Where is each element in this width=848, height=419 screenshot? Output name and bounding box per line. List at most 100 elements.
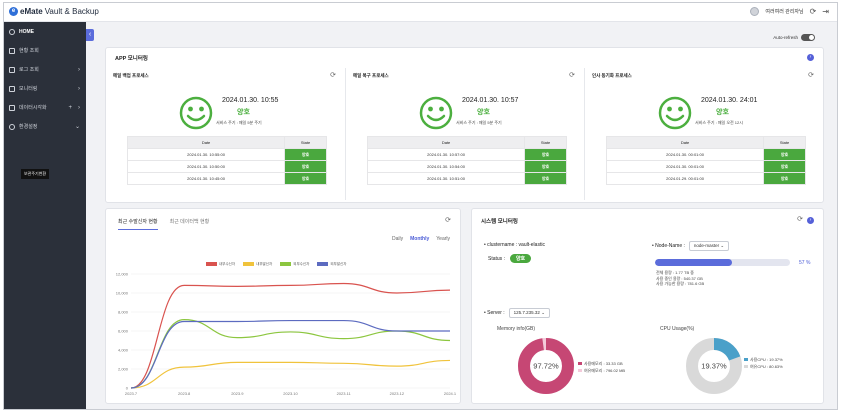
sidebar-item-settings[interactable]: 환경설정 ⌄ <box>4 117 86 136</box>
tab-recent-senders[interactable]: 최근 수발신자 현황 <box>118 218 158 230</box>
sidebar-item-label: 모니터링 <box>19 86 38 92</box>
line-chart: 0 2,000 4,000 6,000 8,000 10,000 12,000 2023.7 2… <box>116 272 457 397</box>
memory-center-label: 97.72% <box>533 362 559 371</box>
date-cell: 2024.01.30. 00:01:00 <box>605 148 765 161</box>
refresh-icon[interactable]: ⟳ <box>569 72 575 79</box>
app-monitor-title: APP 모니터링 <box>115 56 148 62</box>
sidebar-item-label: 로그 조회 <box>19 67 39 73</box>
auto-refresh-toggle[interactable] <box>801 34 815 41</box>
sidebar-tooltip: 보관주기변환 <box>21 169 50 179</box>
legend-item[interactable]: 외부수신자 <box>280 262 309 267</box>
smiley-icon <box>179 96 213 130</box>
app-logo[interactable]: e eMate Vault & Backup <box>9 7 99 16</box>
legend-swatch <box>317 262 329 267</box>
sidebar-item-monitoring[interactable]: 모니터링 › <box>4 79 86 98</box>
date-cell: 2024.01.30. 10:54:00 <box>366 160 526 173</box>
state-cell: 양호 <box>284 148 327 161</box>
user-name[interactable]: 여러여러 관리자님 <box>765 9 804 15</box>
process-status: 양호 <box>477 109 490 116</box>
x-tick-label: 2023.10 <box>283 391 298 396</box>
sidebar-item-visualization[interactable]: 데이터시각화 + › <box>4 98 86 117</box>
sidebar-item-status[interactable]: 현황 조회 <box>4 41 86 60</box>
y-tick-label: 4,000 <box>118 348 129 353</box>
sidebar-item-home[interactable]: HOME <box>4 22 86 41</box>
smiley-icon <box>658 96 692 130</box>
process-panel: 인사 동기화 프로세스 ⟳ 2024.01.30. 24:01 양호 서비스 주… <box>584 68 823 200</box>
memory-legend-free: 여유메모리 : 796.02 MB <box>578 367 625 374</box>
series-line <box>130 359 451 389</box>
memory-legend-used: 사용메모리 : 33.33 GB <box>578 360 625 367</box>
chevron-down-icon: ⌄ <box>74 124 80 130</box>
process-title: 메일 복구 프로세스 <box>353 73 389 78</box>
smiley-icon <box>419 96 453 130</box>
process-datetime: 2024.01.30. 24:01 <box>701 97 758 104</box>
y-tick-label: 8,000 <box>118 310 129 315</box>
process-cycle: 서비스 주기 : 매일 오전 12시 <box>695 120 743 125</box>
refresh-icon[interactable]: ⟳ <box>445 217 451 224</box>
system-monitor-title: 시스템 모니터링 <box>481 219 518 225</box>
y-tick-label: 12,000 <box>116 272 129 277</box>
server-label-text: Server : <box>487 310 505 316</box>
y-tick-label: 6,000 <box>118 329 129 334</box>
state-cell: 양호 <box>763 148 806 161</box>
node-select[interactable]: node-master ⌄ <box>688 241 730 251</box>
y-tick-label: 0 <box>126 386 129 391</box>
disk-free: 사용 가능한 용량 : 781.6 GB <box>656 281 705 286</box>
period-daily[interactable]: Daily <box>391 236 404 242</box>
tab-recent-databack[interactable]: 최근 데이터백 현황 <box>169 219 210 225</box>
series-line <box>130 318 451 389</box>
memory-used-arc <box>518 338 574 394</box>
cpu-donut: 19.37% <box>686 338 742 394</box>
server-select[interactable]: 125.7.235.32 ⌄ <box>508 308 550 318</box>
process-title: 메일 백업 프로세스 <box>113 73 149 78</box>
info-icon[interactable]: › <box>807 217 814 224</box>
sidebar-item-logs[interactable]: 로그 조회 › <box>4 60 86 79</box>
logout-icon[interactable]: ⇥ <box>822 7 829 16</box>
server-label: • Server : <box>484 310 505 316</box>
process-datetime: 2024.01.30. 10:55 <box>222 97 279 104</box>
x-tick-label: 2023.12 <box>390 391 405 396</box>
table-row: 2024.01.30. 00:01:00 양호 <box>605 148 806 161</box>
refresh-icon[interactable]: ⟳ <box>809 7 817 16</box>
table-row: 2024.01.30. 10:55:00 양호 <box>126 148 327 161</box>
legend-item[interactable]: 내부발신자 <box>243 262 272 267</box>
refresh-icon[interactable]: ⟳ <box>808 72 814 79</box>
legend-item[interactable]: 외부발신자 <box>317 262 346 267</box>
state-cell: 양호 <box>284 160 327 173</box>
legend-swatch <box>578 362 582 365</box>
chart-tabs: 최근 수발신자 현황 최근 데이터백 현황 <box>118 218 209 230</box>
status-badge: 양호 <box>509 254 532 263</box>
date-cell: 2024.01.30. 00:01:00 <box>605 160 765 173</box>
table-row: 2024.01.30. 10:51:00 양호 <box>366 172 567 185</box>
memory-legend: 사용메모리 : 33.33 GB 여유메모리 : 796.02 MB <box>578 360 625 374</box>
legend-swatch <box>744 358 748 361</box>
avatar[interactable] <box>750 7 760 16</box>
legend-item[interactable]: 내부수신자 <box>206 262 235 267</box>
cluster-name: • clustername : vault-elastic <box>484 242 545 248</box>
user-area: 여러여러 관리자님 ⟳ ⇥ <box>750 7 829 16</box>
auto-refresh: Auto-refresh <box>773 34 815 41</box>
system-monitor-card: 시스템 모니터링 ⟳ › • clustername : vault-elast… <box>471 208 824 404</box>
chevron-right-icon: › <box>78 66 80 73</box>
period-yearly[interactable]: Yearly <box>436 236 450 242</box>
sidebar-item-label: 데이터시각화 <box>19 105 47 111</box>
x-tick-label: 2023.11 <box>337 391 352 396</box>
disk-usage-fill <box>655 259 732 266</box>
refresh-icon[interactable]: ⟳ <box>797 216 803 223</box>
table-row: 2024.01.30. 10:45:00 양호 <box>126 172 327 185</box>
info-icon[interactable]: › <box>807 54 814 61</box>
cpu-legend-free: 여유CPU : 80.63% <box>744 363 783 370</box>
process-cycle: 서비스 주기 : 매일 5분 주기 <box>456 120 502 125</box>
column-header: State <box>763 136 806 149</box>
process-status: 양호 <box>237 109 250 116</box>
chevron-right-icon: › <box>78 104 80 111</box>
refresh-icon[interactable]: ⟳ <box>330 72 336 79</box>
collapse-sidebar-button[interactable]: ‹ <box>86 29 94 41</box>
legend-swatch <box>243 262 255 267</box>
legend-swatch <box>280 262 292 267</box>
period-monthly[interactable]: Monthly <box>410 236 430 242</box>
process-panel: 메일 백업 프로세스 ⟳ 2024.01.30. 10:55 양호 서비스 주기… <box>106 68 345 200</box>
disk-used: 사용 중인 용량 : 540.37 GB <box>656 275 703 281</box>
gear-icon <box>9 123 15 130</box>
chart-legend: 내부수신자 내부발신자 외부수신자 외부발신자 <box>206 262 346 267</box>
